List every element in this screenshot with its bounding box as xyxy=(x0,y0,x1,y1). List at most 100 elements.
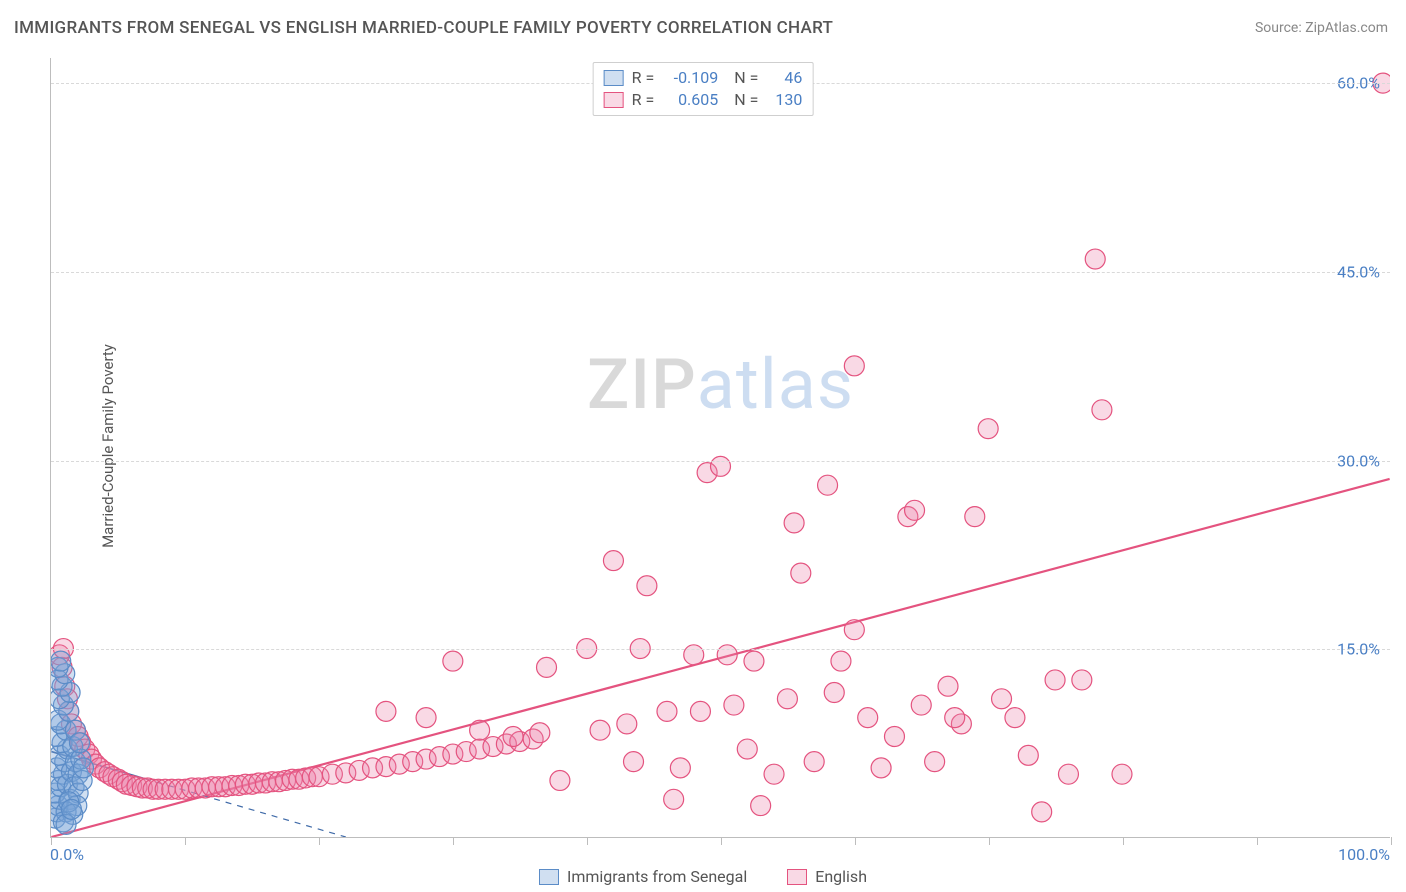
data-point xyxy=(992,689,1012,709)
data-point xyxy=(1072,670,1092,690)
n-label: N = xyxy=(726,89,758,111)
legend-item-english: English xyxy=(787,867,867,886)
n-value-senegal: 46 xyxy=(766,67,802,89)
data-point xyxy=(737,739,757,759)
legend-label-senegal: Immigrants from Senegal xyxy=(567,867,747,886)
data-point xyxy=(925,752,945,772)
data-point xyxy=(61,799,81,819)
data-point xyxy=(603,551,623,571)
plot-area: ZIPatlas 15.0%30.0%45.0%60.0% xyxy=(50,58,1390,838)
chart-svg xyxy=(51,58,1390,837)
corr-row-senegal: R = -0.109 N = 46 xyxy=(604,67,803,89)
data-point xyxy=(1045,670,1065,690)
x-tick xyxy=(587,837,588,845)
data-point xyxy=(717,645,737,665)
x-tick xyxy=(1123,837,1124,845)
x-axis-max-label: 100.0% xyxy=(1338,845,1390,864)
data-point xyxy=(911,695,931,715)
data-point xyxy=(550,770,570,790)
data-point xyxy=(537,657,557,677)
data-point xyxy=(824,683,844,703)
data-point xyxy=(818,475,838,495)
data-point xyxy=(690,701,710,721)
data-point xyxy=(764,764,784,784)
y-tick-label: 30.0% xyxy=(1337,451,1380,470)
data-point xyxy=(804,752,824,772)
y-tick-label: 45.0% xyxy=(1337,262,1380,281)
data-point xyxy=(530,723,550,743)
data-point xyxy=(590,720,610,740)
data-point xyxy=(751,796,771,816)
data-point xyxy=(657,701,677,721)
legend-label-english: English xyxy=(815,867,867,886)
r-value-senegal: -0.109 xyxy=(662,67,718,89)
data-point xyxy=(945,708,965,728)
data-point xyxy=(1032,802,1052,822)
data-point xyxy=(871,758,891,778)
data-point xyxy=(376,701,396,721)
series-legend: Immigrants from Senegal English xyxy=(539,867,867,886)
n-value-english: 130 xyxy=(766,89,802,111)
data-point xyxy=(670,758,690,778)
gridline xyxy=(51,272,1390,273)
data-point xyxy=(905,500,925,520)
y-tick-label: 15.0% xyxy=(1337,640,1380,659)
data-point xyxy=(51,651,71,671)
data-point xyxy=(938,676,958,696)
source-attribution: Source: ZipAtlas.com xyxy=(1255,20,1388,36)
x-tick xyxy=(51,837,52,845)
data-point xyxy=(844,620,864,640)
data-point xyxy=(1005,708,1025,728)
data-point xyxy=(844,356,864,376)
x-tick xyxy=(319,837,320,845)
swatch-english xyxy=(604,92,624,108)
legend-swatch-senegal xyxy=(539,869,559,885)
data-point xyxy=(711,456,731,476)
data-point xyxy=(1085,249,1105,269)
x-tick xyxy=(855,837,856,845)
data-point xyxy=(664,789,684,809)
gridline xyxy=(51,461,1390,462)
x-tick xyxy=(1257,837,1258,845)
x-tick xyxy=(1391,837,1392,845)
data-point xyxy=(73,758,93,778)
data-point xyxy=(617,714,637,734)
data-point xyxy=(884,726,904,746)
r-label: R = xyxy=(632,89,655,111)
data-point xyxy=(69,733,89,753)
n-label: N = xyxy=(726,67,758,89)
x-axis-min-label: 0.0% xyxy=(50,845,84,864)
data-point xyxy=(470,720,490,740)
data-point xyxy=(684,645,704,665)
chart-title: IMMIGRANTS FROM SENEGAL VS ENGLISH MARRI… xyxy=(14,18,833,38)
data-point xyxy=(724,695,744,715)
data-point xyxy=(1092,400,1112,420)
data-point xyxy=(1018,745,1038,765)
data-point xyxy=(858,708,878,728)
data-point xyxy=(777,689,797,709)
data-point xyxy=(624,752,644,772)
data-point xyxy=(965,507,985,527)
x-tick xyxy=(185,837,186,845)
data-point xyxy=(784,513,804,533)
correlation-legend: R = -0.109 N = 46 R = 0.605 N = 130 xyxy=(593,62,814,116)
r-value-english: 0.605 xyxy=(662,89,718,111)
data-point xyxy=(443,651,463,671)
x-tick xyxy=(989,837,990,845)
legend-item-senegal: Immigrants from Senegal xyxy=(539,867,747,886)
corr-row-english: R = 0.605 N = 130 xyxy=(604,89,803,111)
data-point xyxy=(791,563,811,583)
data-point xyxy=(637,576,657,596)
data-point xyxy=(1112,764,1132,784)
gridline xyxy=(51,649,1390,650)
data-point xyxy=(503,726,523,746)
x-tick xyxy=(721,837,722,845)
r-label: R = xyxy=(632,67,655,89)
data-point xyxy=(978,419,998,439)
swatch-senegal xyxy=(604,70,624,86)
x-tick xyxy=(453,837,454,845)
data-point xyxy=(416,708,436,728)
data-point xyxy=(1058,764,1078,784)
data-point xyxy=(744,651,764,671)
legend-swatch-english xyxy=(787,869,807,885)
